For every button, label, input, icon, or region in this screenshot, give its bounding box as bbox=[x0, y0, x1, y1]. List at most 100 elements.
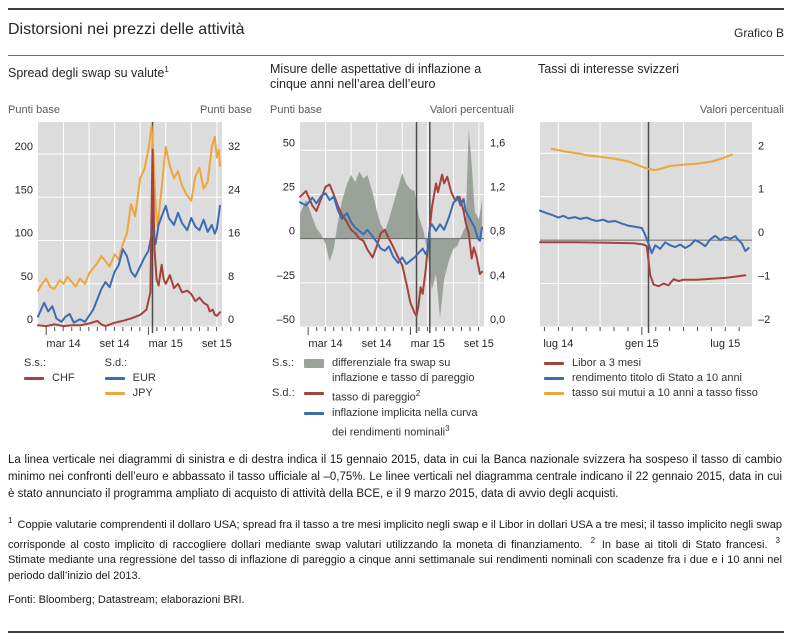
y-axis-left-label: 50 bbox=[283, 137, 295, 149]
chart-inflation-expectations: –50 –25 0 25 50 0,0 0,4 0,8 1,2 1,6 mar 14 set 14 ma… bbox=[277, 122, 505, 350]
series-line-inflazione-implicita bbox=[299, 192, 483, 265]
y-axis-left-label: 200 bbox=[15, 141, 33, 153]
y-axis-left-label: 50 bbox=[21, 271, 33, 283]
footnotes: 1 Coppie valutarie comprendenti il dolla… bbox=[8, 513, 782, 584]
line-swatch-icon bbox=[104, 392, 125, 395]
series-line-JPY bbox=[37, 125, 221, 292]
axis-units-row: Valori percentuali bbox=[538, 104, 784, 120]
legend-label: rendimento titolo di Stato a 10 anni bbox=[572, 372, 743, 384]
x-axis-label: set 14 bbox=[362, 338, 392, 350]
y-axis-left-label: –50 bbox=[277, 314, 295, 326]
x-axis-label: set 15 bbox=[202, 338, 232, 350]
legend-inflation-expectations: S.s.: differenziale fra swap su inflazione… bbox=[270, 356, 514, 440]
panel-inflation-expectations: Misure delle aspettative di inflazione a… bbox=[270, 62, 514, 440]
y-axis-right-label: 0,8 bbox=[490, 226, 505, 238]
unit-right-label: Valori percentuali bbox=[699, 104, 784, 116]
y-axis-left-label: 0 bbox=[27, 314, 33, 326]
series-line-CHF bbox=[37, 148, 221, 328]
x-axis-label: mar 15 bbox=[411, 338, 445, 350]
y-axis-right-label: –1 bbox=[758, 271, 770, 283]
axis-units-row: Punti base Punti base bbox=[8, 104, 252, 120]
legend-item: JPY bbox=[104, 386, 156, 401]
line-swatch-icon bbox=[304, 392, 324, 395]
panel-title: Tassi di interesse svizzeri bbox=[538, 62, 784, 100]
legend-item: S.d.: tasso di pareggio2 bbox=[272, 386, 478, 406]
area-swatch-icon bbox=[304, 359, 324, 368]
legend-item: tasso sui mutui a 10 anni a tasso fisso bbox=[544, 386, 758, 401]
panel-title-text: Misure delle aspettative di inflazione a… bbox=[270, 62, 482, 91]
panel-swiss-interest-rates: Tassi di interesse svizzeri Valori perce… bbox=[538, 62, 784, 401]
x-axis-label: set 14 bbox=[100, 338, 130, 350]
bottom-rule bbox=[8, 631, 784, 633]
legend-currency-swap-spreads: S.s.: CHF S.d.: EUR JPY bbox=[8, 356, 252, 401]
y-axis-right-label: 16 bbox=[228, 228, 240, 240]
unit-left-label: Punti base bbox=[270, 104, 322, 116]
panel-title-text: Tassi di interesse svizzeri bbox=[538, 62, 680, 76]
x-axis-label: mar 14 bbox=[46, 338, 80, 350]
legend-label: Libor a 3 mesi bbox=[572, 357, 642, 369]
panel-title-text: Spread degli swap su valute bbox=[8, 66, 165, 81]
top-rule bbox=[8, 8, 784, 10]
x-axis-label: lug 14 bbox=[543, 338, 573, 350]
footnote-item: 3 Stimate mediante una regressione del t… bbox=[8, 536, 782, 582]
y-axis-right-label: 8 bbox=[228, 271, 234, 283]
axis-units-row: Punti base Valori percentuali bbox=[270, 104, 514, 120]
plot-background bbox=[540, 122, 752, 327]
y-axis-left-label: 150 bbox=[15, 184, 33, 196]
page-title: Distorsioni nei prezzi delle attività bbox=[8, 21, 245, 38]
legend-item: S.s.: differenziale fra swap su inflazione… bbox=[272, 356, 478, 386]
y-axis-right-label: 0,0 bbox=[490, 314, 505, 326]
panel-currency-swap-spreads: Spread degli swap su valute1 Punti base … bbox=[8, 62, 252, 401]
legend-scale-label: S.s.: bbox=[24, 357, 47, 369]
legend-columns: S.s.: CHF S.d.: EUR JPY bbox=[24, 356, 252, 401]
legend-column: S.d.: EUR JPY bbox=[104, 356, 156, 401]
series-line-Libor-a-3-mesi bbox=[539, 241, 747, 288]
y-axis-left-label: 0 bbox=[289, 226, 295, 238]
line-swatch-icon bbox=[544, 377, 564, 380]
x-axis-label: gen 15 bbox=[625, 338, 659, 350]
unit-left-label: Punti base bbox=[8, 104, 60, 116]
panel-title: Spread degli swap su valute1 bbox=[8, 62, 252, 100]
y-axis-right-label: 2 bbox=[758, 140, 764, 152]
series-line-EUR bbox=[37, 204, 221, 324]
legend-label: EUR bbox=[132, 372, 156, 384]
footnote-marker: 1 bbox=[8, 516, 13, 525]
series-area-differenziale bbox=[300, 129, 482, 319]
legend-label: CHF bbox=[52, 372, 75, 384]
unit-right-label: Punti base bbox=[200, 104, 252, 116]
y-axis-right-label: 1 bbox=[758, 184, 764, 196]
y-axis-left-label: –25 bbox=[277, 270, 295, 282]
legend-column: S.s.: differenziale fra swap su inflazione… bbox=[272, 356, 478, 440]
legend-item: rendimento titolo di Stato a 10 anni bbox=[544, 371, 758, 386]
legend-label: inflazione implicita nella curva dei rend… bbox=[332, 406, 478, 439]
chart-currency-swap-spreads: 0 50 100 150 200 0 8 16 24 32 mar 14 set 14 mar 15 se… bbox=[15, 122, 240, 350]
x-axis-label: lug 15 bbox=[710, 338, 740, 350]
footnote-item: 1 Coppie valutarie comprendenti il dolla… bbox=[8, 516, 782, 551]
figure-label: Grafico B bbox=[733, 26, 784, 40]
legend-label: tasso sui mutui a 10 anni a tasso fisso bbox=[572, 387, 758, 399]
y-axis-right-label: 1,2 bbox=[490, 181, 505, 193]
line-swatch-icon bbox=[544, 392, 564, 395]
footnote-marker: 3 bbox=[775, 536, 780, 546]
legend-item: EUR bbox=[104, 371, 156, 386]
line-swatch-icon bbox=[24, 377, 44, 380]
legend-item: inflazione implicita nella curva dei rend… bbox=[272, 406, 478, 441]
footnote-ref: 3 bbox=[445, 423, 450, 433]
panel-title: Misure delle aspettative di inflazione a… bbox=[270, 62, 514, 100]
y-axis-right-label: 0 bbox=[228, 314, 234, 326]
legend-scale-label: S.s.: bbox=[272, 357, 295, 369]
x-axis-label: mar 15 bbox=[149, 338, 183, 350]
series-line-tasso-di-pareggio bbox=[299, 173, 483, 317]
unit-right-label: Valori percentuali bbox=[429, 104, 514, 116]
legend-columns: S.s.: differenziale fra swap su inflazione… bbox=[272, 356, 514, 440]
series-line-tasso-sui-mutui-a-10-anni-a-tasso-fisso bbox=[550, 147, 733, 172]
series-line-rendimento-titolo-di-Stato-a-10-anni bbox=[539, 209, 750, 255]
title-rule bbox=[8, 55, 784, 56]
line-swatch-icon bbox=[304, 411, 324, 415]
legend-scale-label: S.d.: bbox=[272, 387, 295, 399]
y-axis-right-label: 1,6 bbox=[490, 137, 505, 149]
x-axis-label: set 15 bbox=[464, 338, 494, 350]
legend-label: differenziale fra swap su inflazione e ta… bbox=[332, 357, 475, 384]
y-axis-right-label: –2 bbox=[758, 314, 770, 326]
